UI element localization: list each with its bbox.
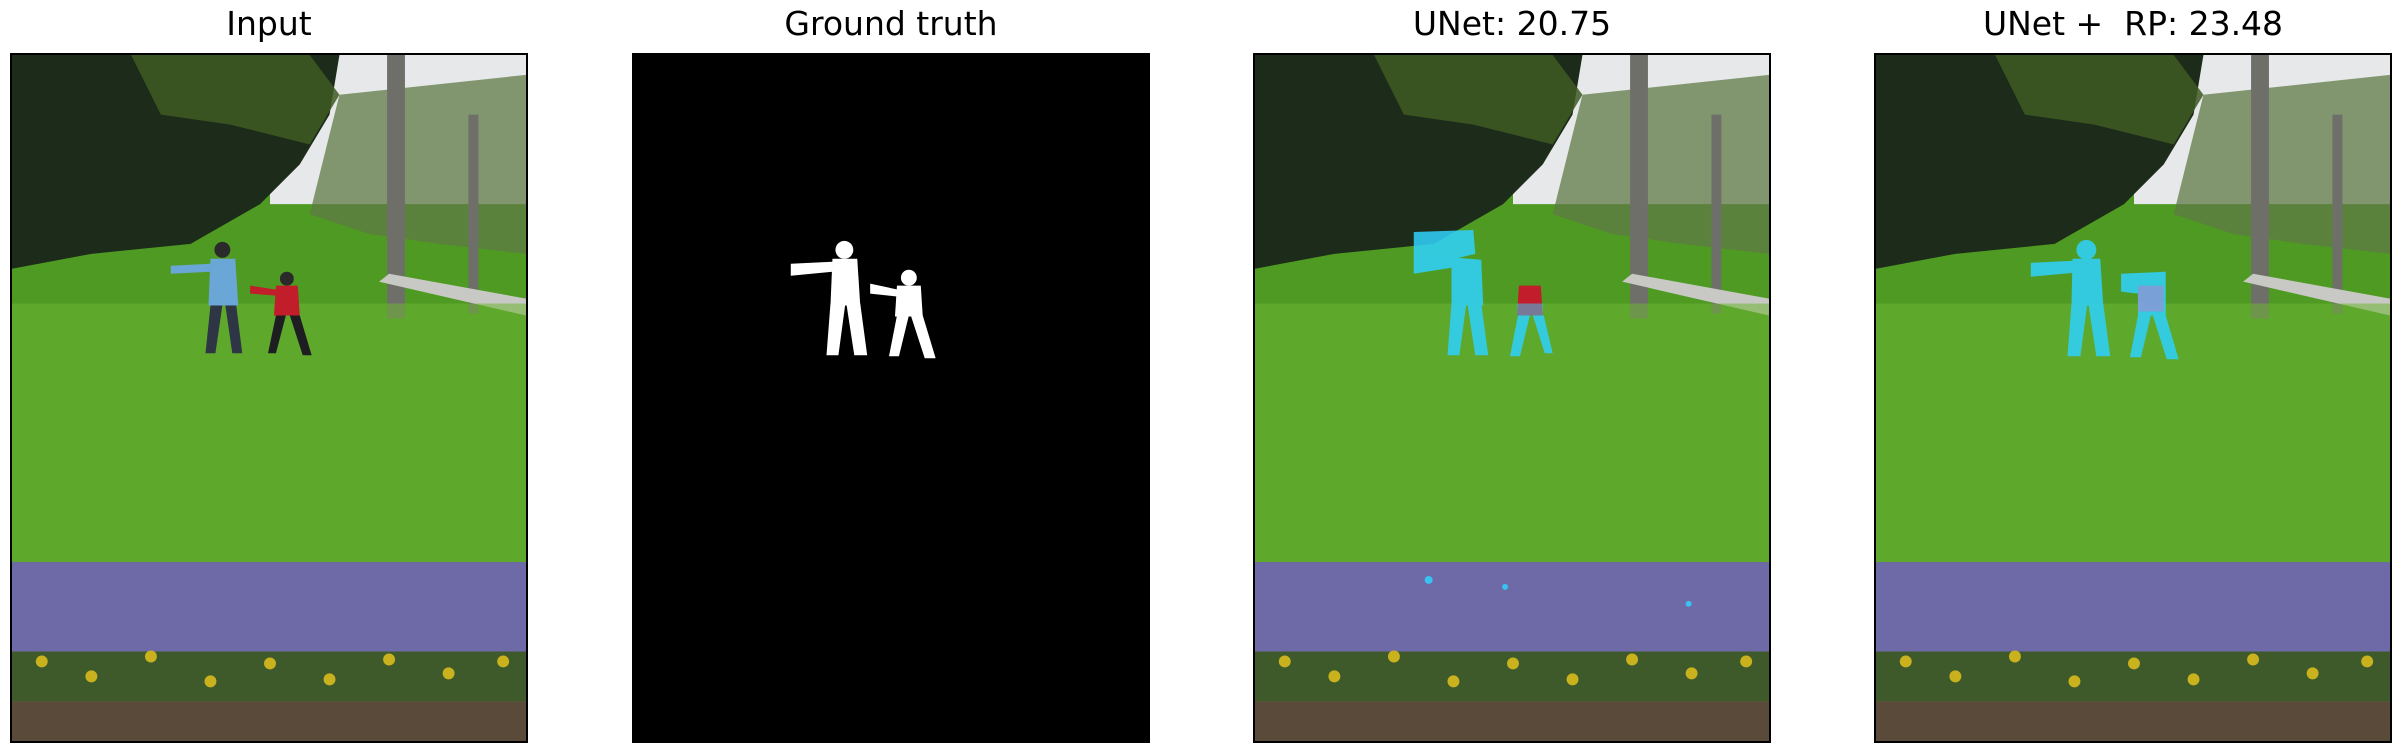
input-photo	[12, 55, 526, 741]
panel-title-input: Input	[226, 4, 312, 43]
unet-rp-overlay-photo	[1876, 55, 2390, 741]
mask-child	[870, 269, 936, 359]
input-image-panel	[10, 53, 528, 743]
panel-title-unet-rp: UNet + RP: 23.48	[1982, 4, 2284, 43]
panel-title-unet: UNet: 20.75	[1412, 4, 1612, 43]
unet-prediction-overlay	[1413, 229, 1692, 607]
ground-truth-mask	[634, 55, 1148, 741]
unet-overlay-photo	[1255, 55, 1769, 741]
unet-rp-panel	[1874, 53, 2392, 743]
ground-truth-panel	[632, 53, 1150, 743]
person-child	[250, 271, 312, 356]
person-adult	[170, 241, 243, 354]
mask-adult	[790, 240, 868, 356]
unet-panel	[1253, 53, 1771, 743]
panel-title-ground-truth: Ground truth	[784, 4, 998, 43]
